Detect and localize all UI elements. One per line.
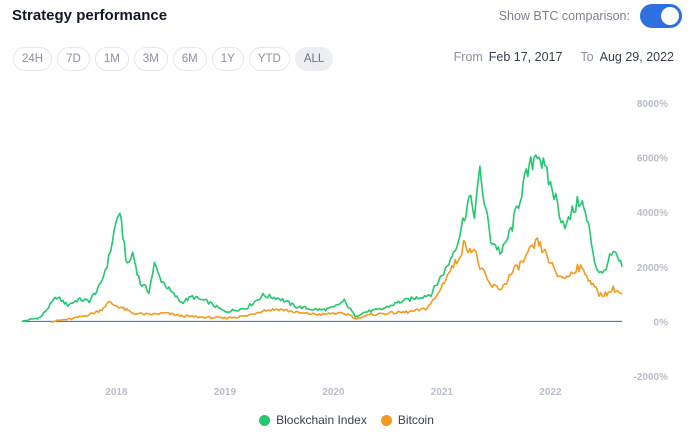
legend-dot-blockchain-index — [259, 414, 271, 426]
y-tick-label: 0% — [654, 317, 669, 328]
time-range-selector: 24H 7D 1M 3M 6M 1Y YTD ALL — [13, 47, 334, 71]
performance-chart: 8000% 6000% 4000% 2000% 0% -2000% 2018 2019 2020… — [21, 99, 669, 398]
y-tick-label: 4000% — [637, 208, 668, 219]
page-title: Strategy performance — [12, 7, 168, 24]
y-tick-label: 8000% — [637, 99, 668, 110]
y-tick-label: -2000% — [634, 372, 669, 383]
range-all-button[interactable]: ALL — [294, 47, 334, 71]
range-7d-button[interactable]: 7D — [57, 47, 90, 71]
btc-comparison-toggle[interactable] — [640, 4, 682, 28]
legend-label-bitcoin: Bitcoin — [397, 413, 434, 427]
series-line-bitcoin — [51, 237, 623, 323]
to-label: To — [580, 50, 594, 64]
to-date[interactable]: Aug 29, 2022 — [599, 50, 674, 64]
series-line-blockchain-index — [21, 154, 623, 323]
range-24h-button[interactable]: 24H — [13, 47, 53, 71]
x-tick-label: 2020 — [322, 387, 345, 398]
legend-item-bitcoin[interactable]: Bitcoin — [380, 413, 434, 427]
btc-comparison-control: Show BTC comparison: — [499, 4, 682, 28]
legend-item-blockchain-index[interactable]: Blockchain Index — [259, 413, 367, 427]
from-label: From — [453, 50, 483, 64]
range-6m-button[interactable]: 6M — [172, 47, 207, 71]
x-tick-label: 2018 — [105, 387, 128, 398]
range-1m-button[interactable]: 1M — [94, 47, 129, 71]
legend-label-blockchain-index: Blockchain Index — [276, 413, 367, 427]
btc-comparison-label: Show BTC comparison: — [498, 9, 630, 23]
x-tick-label: 2019 — [214, 387, 237, 398]
y-tick-label: 2000% — [637, 263, 668, 274]
range-1y-button[interactable]: 1Y — [211, 47, 244, 71]
x-tick-label: 2021 — [431, 387, 454, 398]
toggle-knob — [661, 7, 679, 25]
range-ytd-button[interactable]: YTD — [248, 47, 290, 71]
y-tick-label: 6000% — [637, 154, 668, 165]
date-range: From Feb 17, 2017 To Aug 29, 2022 — [454, 50, 674, 64]
chart-legend: Blockchain Index Bitcoin — [0, 413, 693, 427]
x-tick-label: 2022 — [539, 387, 562, 398]
from-date[interactable]: Feb 17, 2017 — [488, 50, 563, 64]
range-3m-button[interactable]: 3M — [133, 47, 168, 71]
legend-dot-bitcoin — [380, 414, 392, 426]
